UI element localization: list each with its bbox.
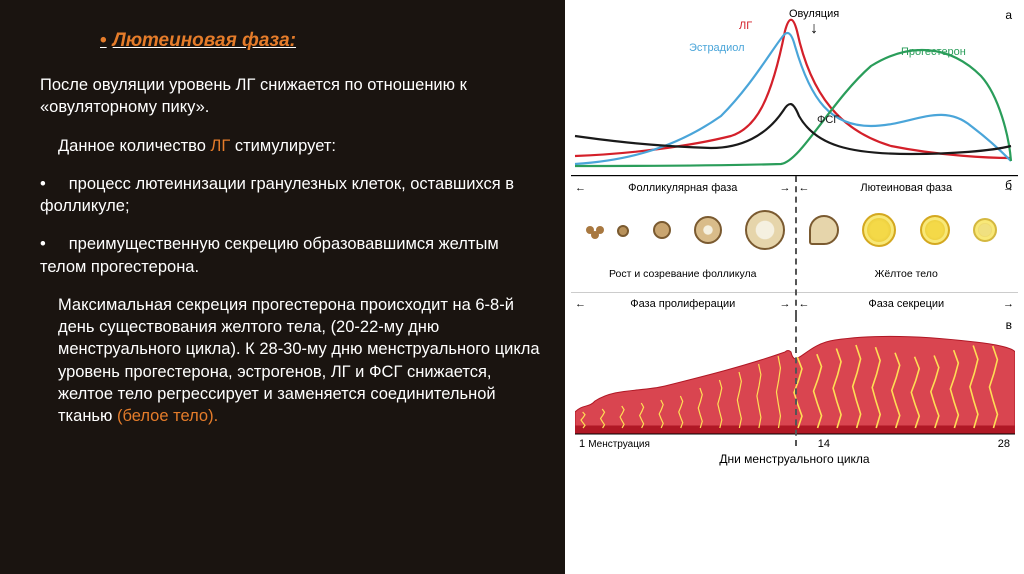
corpus-luteum-icon bbox=[862, 213, 902, 253]
bullet-2: • преимущественную секрецию образовавшим… bbox=[40, 233, 545, 278]
follicle-icon bbox=[745, 210, 791, 256]
ovulation-marker: Овуляция↓ bbox=[789, 8, 839, 38]
curve-label: Прогестерон bbox=[901, 46, 966, 58]
corpus-luteum-icon bbox=[973, 218, 1003, 248]
slide-title: •Лютеиновая фаза: bbox=[100, 30, 545, 52]
x-axis-title: Дни менструального цикла bbox=[571, 452, 1018, 466]
title-bullet: • bbox=[100, 30, 107, 51]
paragraph-1: После овуляции уровень ЛГ снижается по о… bbox=[40, 74, 545, 119]
paragraph-3: Максимальная секреция прогестерона проис… bbox=[58, 294, 545, 428]
bullet-1: • процесс лютеинизации гранулезных клето… bbox=[40, 173, 545, 218]
follicle-icon bbox=[809, 215, 845, 251]
follicle-icon bbox=[617, 224, 635, 242]
hormone-chart: а ЛГ Эстрадиол Прогестерон ФСГ Овуляция↓ bbox=[571, 6, 1018, 176]
follicle-icon bbox=[694, 216, 728, 250]
endometrium-panel: в 1 Менструация 14 28 Дни менструального… bbox=[571, 316, 1018, 506]
curve-label: Эстрадиол bbox=[689, 42, 745, 54]
follicle-icon bbox=[653, 221, 677, 245]
stim-intro: Данное количество ЛГ стимулирует: bbox=[58, 135, 545, 157]
text-panel: •Лютеиновая фаза: После овуляции уровень… bbox=[0, 0, 565, 574]
follicle-icon bbox=[586, 226, 600, 240]
curve-label: ЛГ bbox=[739, 20, 752, 32]
corpus-luteum-icon bbox=[920, 215, 956, 251]
diagram-panel: а ЛГ Эстрадиол Прогестерон ФСГ Овуляция↓ б … bbox=[565, 0, 1024, 574]
panel-a-label: а bbox=[1005, 8, 1012, 22]
follicle-panel: б Фолликулярная фаза Лютеиновая фаза Рос… bbox=[571, 176, 1018, 316]
ovulation-vline-c bbox=[795, 316, 797, 446]
ovulation-vline bbox=[795, 176, 797, 316]
curve-label: ФСГ bbox=[817, 114, 839, 126]
